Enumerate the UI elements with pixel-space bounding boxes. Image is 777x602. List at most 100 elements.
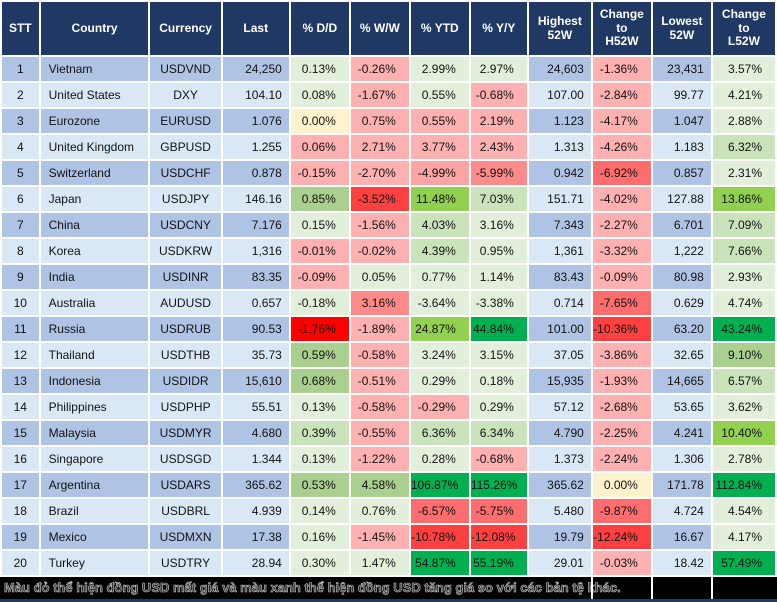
cell-high: 15,935 bbox=[528, 369, 591, 393]
cell-ytd: 3.77% bbox=[410, 135, 469, 159]
cell-ytd: -10.78% bbox=[410, 525, 469, 549]
cell-country: Vietnam bbox=[40, 57, 149, 81]
cell-chg_l: 3.57% bbox=[712, 57, 775, 81]
cell-currency: EURUSD bbox=[150, 109, 221, 133]
cell-chg_l: 57.49% bbox=[712, 551, 775, 575]
cell-stt: 11 bbox=[2, 317, 39, 341]
cell-ww: -0.26% bbox=[350, 57, 409, 81]
cell-country: Russia bbox=[40, 317, 149, 341]
cell-last: 1,316 bbox=[222, 239, 289, 263]
cell-ytd: 54.87% bbox=[410, 551, 469, 575]
cell-last: 24,250 bbox=[222, 57, 289, 81]
cell-dd: 0.39% bbox=[290, 421, 349, 445]
cell-ww: 0.75% bbox=[350, 109, 409, 133]
cell-high: 19.79 bbox=[528, 525, 591, 549]
cell-dd: 0.06% bbox=[290, 135, 349, 159]
cell-low: 127.88 bbox=[652, 187, 711, 211]
cell-country: Malaysia bbox=[40, 421, 149, 445]
cell-chg_l: 2.31% bbox=[712, 161, 775, 185]
cell-ww: -1.22% bbox=[350, 447, 409, 471]
cell-ytd: 0.77% bbox=[410, 265, 469, 289]
cell-stt: 6 bbox=[2, 187, 39, 211]
footer-column-separator bbox=[711, 577, 713, 599]
cell-chg_h: -4.26% bbox=[592, 135, 651, 159]
cell-chg_l: 43.24% bbox=[712, 317, 775, 341]
cell-yy: 1.14% bbox=[470, 265, 527, 289]
column-header-yy: % Y/Y bbox=[470, 2, 527, 55]
cell-stt: 16 bbox=[2, 447, 39, 471]
cell-dd: -1.76% bbox=[290, 317, 349, 341]
cell-chg_h: -4.02% bbox=[592, 187, 651, 211]
cell-chg_h: -3.86% bbox=[592, 343, 651, 367]
cell-last: 365.62 bbox=[222, 473, 289, 497]
cell-last: 17.38 bbox=[222, 525, 289, 549]
cell-currency: USDARS bbox=[150, 473, 221, 497]
cell-yy: -5.75% bbox=[470, 499, 527, 523]
cell-country: India bbox=[40, 265, 149, 289]
cell-dd: 0.59% bbox=[290, 343, 349, 367]
cell-stt: 3 bbox=[2, 109, 39, 133]
column-header-chg_h: Change to H52W bbox=[592, 2, 651, 55]
cell-stt: 12 bbox=[2, 343, 39, 367]
cell-chg_h: 0.00% bbox=[592, 473, 651, 497]
cell-ytd: 6.36% bbox=[410, 421, 469, 445]
cell-stt: 13 bbox=[2, 369, 39, 393]
cell-low: 4.724 bbox=[652, 499, 711, 523]
cell-high: 1,361 bbox=[528, 239, 591, 263]
cell-dd: 0.08% bbox=[290, 83, 349, 107]
cell-currency: USDPHP bbox=[150, 395, 221, 419]
footer-bar: Màu đỏ thể hiện đồng USD mất giá và màu … bbox=[0, 577, 777, 602]
cell-stt: 14 bbox=[2, 395, 39, 419]
cell-high: 24,603 bbox=[528, 57, 591, 81]
cell-low: 16.67 bbox=[652, 525, 711, 549]
cell-chg_h: -9.87% bbox=[592, 499, 651, 523]
cell-chg_l: 4.21% bbox=[712, 83, 775, 107]
cell-chg_l: 6.32% bbox=[712, 135, 775, 159]
fx-rates-table: STT Country Currency Last% D/D% W/W% YTD% Y… bbox=[0, 0, 777, 577]
cell-chg_l: 10.40% bbox=[712, 421, 775, 445]
table-row: 12 Thailand USDTHB 35.73 0.59% -0.58% 3.24% 3.1… bbox=[2, 343, 775, 367]
cell-high: 365.62 bbox=[528, 473, 591, 497]
cell-country: China bbox=[40, 213, 149, 237]
table-row: 15 Malaysia USDMYR 4.680 0.39% -0.55% 6.36% 6.3… bbox=[2, 421, 775, 445]
cell-country: Australia bbox=[40, 291, 149, 315]
cell-dd: -0.15% bbox=[290, 161, 349, 185]
cell-chg_h: -7.65% bbox=[592, 291, 651, 315]
cell-ww: 3.16% bbox=[350, 291, 409, 315]
cell-last: 1.076 bbox=[222, 109, 289, 133]
table-row: 2 United States DXY 104.10 0.08% -1.67% 0.55% -… bbox=[2, 83, 775, 107]
cell-last: 104.10 bbox=[222, 83, 289, 107]
cell-low: 63.20 bbox=[652, 317, 711, 341]
column-header-ytd: % YTD bbox=[410, 2, 469, 55]
cell-currency: USDCHF bbox=[150, 161, 221, 185]
cell-chg_h: -2.27% bbox=[592, 213, 651, 237]
cell-chg_l: 9.10% bbox=[712, 343, 775, 367]
cell-last: 55.51 bbox=[222, 395, 289, 419]
cell-ww: 2.71% bbox=[350, 135, 409, 159]
cell-high: 101.00 bbox=[528, 317, 591, 341]
cell-low: 171.78 bbox=[652, 473, 711, 497]
cell-chg_h: -12.24% bbox=[592, 525, 651, 549]
cell-ww: -2.70% bbox=[350, 161, 409, 185]
table-row: 14 Philippines USDPHP 55.51 0.13% -0.58% -0.29… bbox=[2, 395, 775, 419]
table-body: 1 Vietnam USDVND 24,250 0.13% -0.26% 2.99% 2.97… bbox=[2, 57, 775, 575]
table-row: 1 Vietnam USDVND 24,250 0.13% -0.26% 2.99% 2.97… bbox=[2, 57, 775, 81]
cell-low: 6.701 bbox=[652, 213, 711, 237]
cell-currency: USDCNY bbox=[150, 213, 221, 237]
cell-country: Switzerland bbox=[40, 161, 149, 185]
cell-currency: USDRUB bbox=[150, 317, 221, 341]
cell-chg_l: 7.09% bbox=[712, 213, 775, 237]
table-row: 5 Switzerland USDCHF 0.878 -0.15% -2.70% -4.99… bbox=[2, 161, 775, 185]
cell-chg_l: 3.62% bbox=[712, 395, 775, 419]
cell-chg_l: 2.88% bbox=[712, 109, 775, 133]
cell-chg_h: -6.92% bbox=[592, 161, 651, 185]
cell-country: Korea bbox=[40, 239, 149, 263]
cell-ww: -1.67% bbox=[350, 83, 409, 107]
cell-country: Indonesia bbox=[40, 369, 149, 393]
cell-currency: DXY bbox=[150, 83, 221, 107]
cell-country: Mexico bbox=[40, 525, 149, 549]
cell-dd: 0.68% bbox=[290, 369, 349, 393]
cell-stt: 8 bbox=[2, 239, 39, 263]
cell-high: 29.01 bbox=[528, 551, 591, 575]
table-row: 18 Brazil USDBRL 4.939 0.14% 0.76% -6.57% -5.75… bbox=[2, 499, 775, 523]
